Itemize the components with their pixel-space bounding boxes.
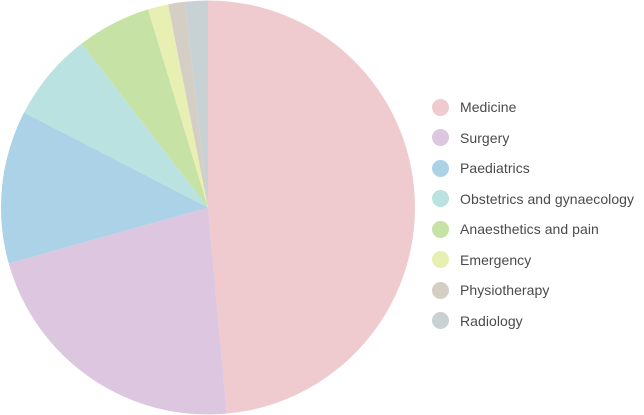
legend-item-paediatrics: Paediatrics xyxy=(432,153,644,184)
legend-swatch-anaesthetics-and-pain xyxy=(432,220,449,238)
legend-swatch-medicine xyxy=(432,98,449,116)
legend-swatch-physiotherapy xyxy=(432,281,449,299)
legend-item-obstetrics-and-gynaecology: Obstetrics and gynaecology xyxy=(432,184,644,215)
pie-slice-surgery xyxy=(8,207,227,415)
legend-label-anaesthetics-and-pain: Anaesthetics and pain xyxy=(460,221,599,238)
legend-swatch-emergency xyxy=(432,251,449,269)
legend-item-radiology: Radiology xyxy=(432,306,644,337)
legend-swatch-surgery xyxy=(432,129,449,147)
pie-slices xyxy=(1,0,416,415)
legend-item-medicine: Medicine xyxy=(432,92,644,123)
pie-slice-paediatrics xyxy=(1,112,209,264)
pie-slice-medicine xyxy=(208,0,416,414)
legend-label-emergency: Emergency xyxy=(460,251,532,268)
legend-swatch-radiology xyxy=(432,312,449,330)
pie-slice-obstetrics-and-gynaecology xyxy=(24,43,208,208)
pie-slice-anaesthetics-and-pain xyxy=(81,9,208,208)
legend-swatch-paediatrics xyxy=(432,159,449,177)
legend-item-surgery: Surgery xyxy=(432,123,644,154)
legend-item-emergency: Emergency xyxy=(432,245,644,276)
chart-legend: Medicine Surgery Paediatrics Obstetrics … xyxy=(432,92,644,336)
pie-slice-physiotherapy xyxy=(168,1,208,208)
pie-slice-emergency xyxy=(148,4,208,208)
legend-label-paediatrics: Paediatrics xyxy=(460,160,530,177)
legend-item-physiotherapy: Physiotherapy xyxy=(432,275,644,306)
legend-label-radiology: Radiology xyxy=(460,312,523,329)
pie-plot-area xyxy=(1,0,416,415)
legend-item-anaesthetics-and-pain: Anaesthetics and pain xyxy=(432,214,644,245)
legend-swatch-obstetrics-and-gynaecology xyxy=(432,190,449,208)
legend-label-medicine: Medicine xyxy=(460,99,517,116)
legend-label-surgery: Surgery xyxy=(460,129,510,146)
pie-slice-radiology xyxy=(184,0,208,208)
legend-label-obstetrics-and-gynaecology: Obstetrics and gynaecology xyxy=(460,190,635,207)
legend-label-physiotherapy: Physiotherapy xyxy=(460,282,550,299)
